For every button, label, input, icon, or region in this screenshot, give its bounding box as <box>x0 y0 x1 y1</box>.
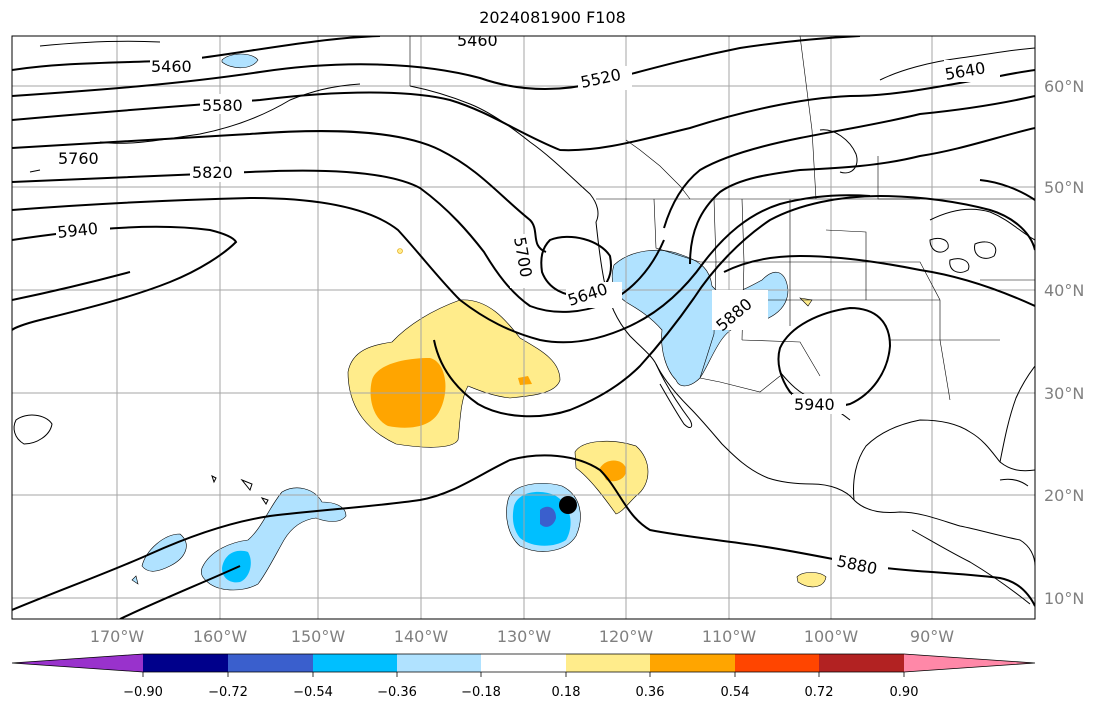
colorbar-tick: 0.18 <box>552 685 581 700</box>
contour-5940 <box>777 306 892 408</box>
lon-label: 160°W <box>193 627 248 646</box>
colorbar-extend-high <box>904 654 1035 672</box>
contour-label: 5940 <box>794 395 835 414</box>
shading-layer <box>131 53 827 591</box>
lon-label: 170°W <box>90 627 145 646</box>
contour-labels: 5460 5460 5520 5580 5640 5640 5700 5760 … <box>56 31 1000 578</box>
colorbar-tick: −0.72 <box>208 685 248 700</box>
contour-label: 5460 <box>457 31 498 50</box>
colorbar-tick: 0.54 <box>721 685 750 700</box>
map-frame <box>11 35 1036 620</box>
contour-5580 <box>12 69 1035 152</box>
contour-label: 5760 <box>58 149 99 168</box>
colorbar-tick: 0.90 <box>890 685 919 700</box>
map-title: 2024081900 F108 <box>479 8 626 27</box>
lon-label: 120°W <box>599 627 654 646</box>
contour-5520 <box>12 36 861 97</box>
contour-label: 5820 <box>192 163 233 182</box>
lat-label: 40°N <box>1044 281 1084 300</box>
latitude-labels: 60°N 50°N 40°N 30°N 20°N 10°N <box>1044 77 1084 608</box>
lat-label: 60°N <box>1044 77 1084 96</box>
lon-label: 130°W <box>497 627 552 646</box>
contour-label: 5460 <box>151 57 192 76</box>
lon-label: 100°W <box>804 627 859 646</box>
colorbar-tick: 0.36 <box>636 685 665 700</box>
colorbar-tick: −0.18 <box>461 685 501 700</box>
lat-label: 50°N <box>1044 178 1084 197</box>
lat-label: 20°N <box>1044 486 1084 505</box>
colorbar: −0.90 −0.72 −0.54 −0.36 −0.18 0.18 0.36 … <box>11 653 1036 700</box>
storm-center-marker <box>559 496 577 514</box>
political-borders <box>409 36 1035 401</box>
lon-label: 150°W <box>291 627 346 646</box>
lon-label: 140°W <box>394 627 449 646</box>
contour-5640 <box>12 130 547 253</box>
colorbar-tick: −0.36 <box>377 685 417 700</box>
lon-label: 90°W <box>910 627 954 646</box>
colorbar-tick: −0.54 <box>293 685 333 700</box>
lon-label: 110°W <box>702 627 757 646</box>
colorbar-tick: −0.90 <box>123 685 163 700</box>
contour-label: 5580 <box>202 96 243 115</box>
longitude-labels: 170°W 160°W 150°W 140°W 130°W 120°W 110°… <box>90 627 954 646</box>
contour-5820 <box>12 225 238 331</box>
contour-5760 <box>12 194 871 344</box>
colorbar-tick: 0.72 <box>805 685 834 700</box>
contour-5880 <box>433 194 1035 418</box>
lat-label: 30°N <box>1044 384 1084 403</box>
colorbar-extend-low <box>12 654 143 672</box>
lat-label: 10°N <box>1044 589 1084 608</box>
contour-label: 5940 <box>56 219 98 242</box>
